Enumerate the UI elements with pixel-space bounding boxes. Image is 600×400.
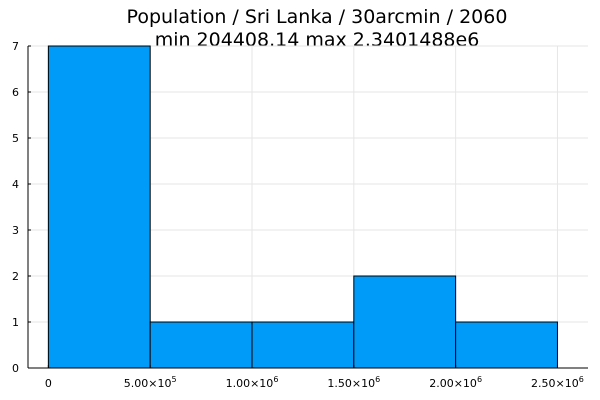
x-tick-labels: 0 5.00×105 1.00×106 1.50×106 2.00×106 2.50×10…: [45, 365, 584, 390]
x-tick-label: 5.00×105: [124, 375, 177, 390]
x-tick-label: 1.50×106: [327, 375, 380, 390]
y-tick-label: 7: [12, 40, 19, 53]
histogram-bar-3: [251, 321, 355, 369]
histogram-bar-2: [149, 321, 253, 369]
histogram-bars: [47, 45, 558, 369]
x-tick-label: 0: [45, 377, 52, 390]
histogram-bar-1: [47, 45, 151, 369]
x-tick-label: 2.50×106: [531, 375, 584, 390]
chart-title: Population / Sri Lanka / 30arcmin / 2060: [127, 6, 508, 28]
histogram-bar-4: [353, 275, 457, 369]
x-tick-label: 2.00×106: [429, 375, 482, 390]
y-tick-labels: 0 1 2 3 4 5 6 7: [12, 40, 31, 375]
x-tick-label: 1.00×106: [226, 375, 279, 390]
histogram-bar-5: [455, 321, 558, 369]
y-tick-label: 3: [12, 224, 19, 237]
chart-subtitle: min 204408.14 max 2.3401488e6: [155, 29, 480, 51]
y-tick-label: 1: [12, 316, 19, 329]
y-tick-label: 5: [12, 132, 19, 145]
y-tick-label: 4: [12, 178, 19, 191]
y-tick-label: 6: [12, 86, 19, 99]
y-tick-label: 2: [12, 270, 19, 283]
y-tick-label: 0: [12, 362, 19, 375]
